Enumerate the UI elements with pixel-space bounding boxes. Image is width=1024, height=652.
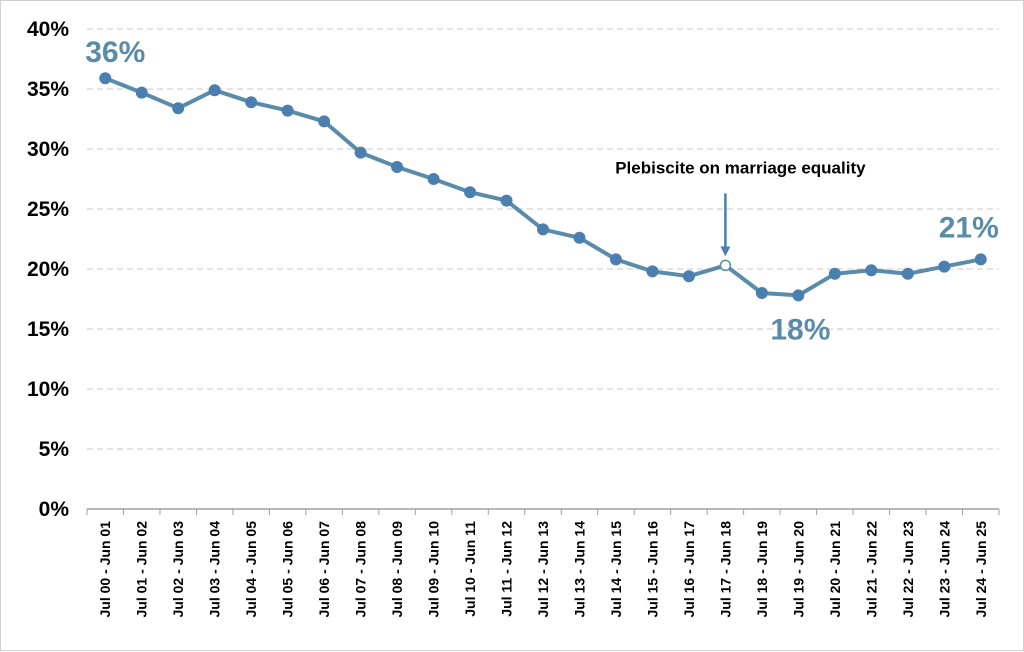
x-tick-label: Jul 08 - Jun 09 [389,521,405,618]
y-axis: 0% 5% 10% 15% 20% 25% 30% 35% 40% [27,18,69,521]
data-labels: 36% 18% 21% [85,36,999,346]
data-point [464,186,477,199]
data-point-hollow [719,259,732,272]
x-tick-label: Jul 10 - Jun 11 [462,521,478,617]
x-tick-label: Jul 13 - Jun 14 [571,521,587,618]
data-point [500,194,513,207]
data-point [974,253,987,266]
x-tick-label: Jul 21 - Jun 22 [863,521,879,618]
y-tick-label: 0% [39,498,70,521]
x-tick-label: Jul 11 - Jun 12 [499,521,515,617]
data-point [99,72,112,85]
data-point [609,253,622,266]
data-point [938,260,951,273]
data-point [865,264,878,277]
data-point [573,231,586,244]
y-tick-label: 20% [27,258,69,281]
data-point [537,223,549,236]
data-point [354,146,367,159]
x-tick-label: Jul 24 - Jun 25 [973,521,989,618]
data-point [646,265,659,278]
x-tick-label: Jul 03 - Jun 04 [207,521,223,618]
data-label: 21% [939,211,999,244]
data-point [172,102,185,115]
x-tick-label: Jul 05 - Jun 06 [280,521,296,618]
series-line [104,76,982,298]
data-point [245,96,258,109]
gridlines [87,28,999,450]
x-tick-label: Jul 15 - Jun 16 [644,521,660,618]
x-tick-label: Jul 01 - Jun 02 [134,521,150,618]
data-point [901,267,914,280]
y-tick-label: 10% [27,378,69,401]
y-tick-label: 30% [27,138,69,161]
data-point [792,289,805,302]
y-tick-label: 15% [27,318,69,341]
x-tick-label: Jul 22 - Jun 23 [900,521,916,618]
data-point [281,104,294,117]
x-tick-label: Jul 00 - Jun 01 [97,521,113,618]
x-tick-label: Jul 16 - Jun 17 [681,521,697,618]
x-tick-label: Jul 02 - Jun 03 [170,521,186,618]
x-tick-label: Jul 06 - Jun 07 [316,521,332,618]
data-point [135,86,148,99]
data-point [208,84,221,97]
y-tick-label: 40% [27,18,69,41]
data-point [391,161,404,173]
x-tick-label: Jul 14 - Jun 15 [608,521,624,618]
annotation-text: Plebiscite on marriage equality [615,158,866,177]
x-tick-label: Jul 07 - Jun 08 [353,521,369,618]
x-axis: Jul 00 - Jun 01 Jul 01 - Jun 02 Jul 02 - J… [86,508,1000,618]
data-point [427,173,440,185]
x-tick-label: Jul 20 - Jun 21 [827,521,843,618]
x-tick-label: Jul 23 - Jun 24 [936,521,952,618]
data-label: 18% [770,313,830,346]
data-point [828,267,841,280]
annotations: Plebiscite on marriage equality [615,158,866,257]
x-tick-label: Jul 09 - Jun 10 [426,521,442,618]
x-tick-label: Jul 12 - Jun 13 [535,521,551,618]
y-tick-label: 35% [27,78,69,101]
y-tick-label: 25% [27,198,69,221]
x-tick-label: Jul 19 - Jun 20 [790,521,806,618]
y-tick-label: 5% [39,438,70,461]
x-tick-label: Jul 04 - Jun 05 [243,521,259,618]
x-tick-label: Jul 17 - Jun 18 [717,521,733,618]
x-tick-label: Jul 18 - Jun 19 [754,521,770,618]
data-point [682,270,695,283]
series-group [99,72,987,302]
data-label: 36% [85,36,145,69]
data-point [318,115,331,128]
data-point [755,287,768,299]
